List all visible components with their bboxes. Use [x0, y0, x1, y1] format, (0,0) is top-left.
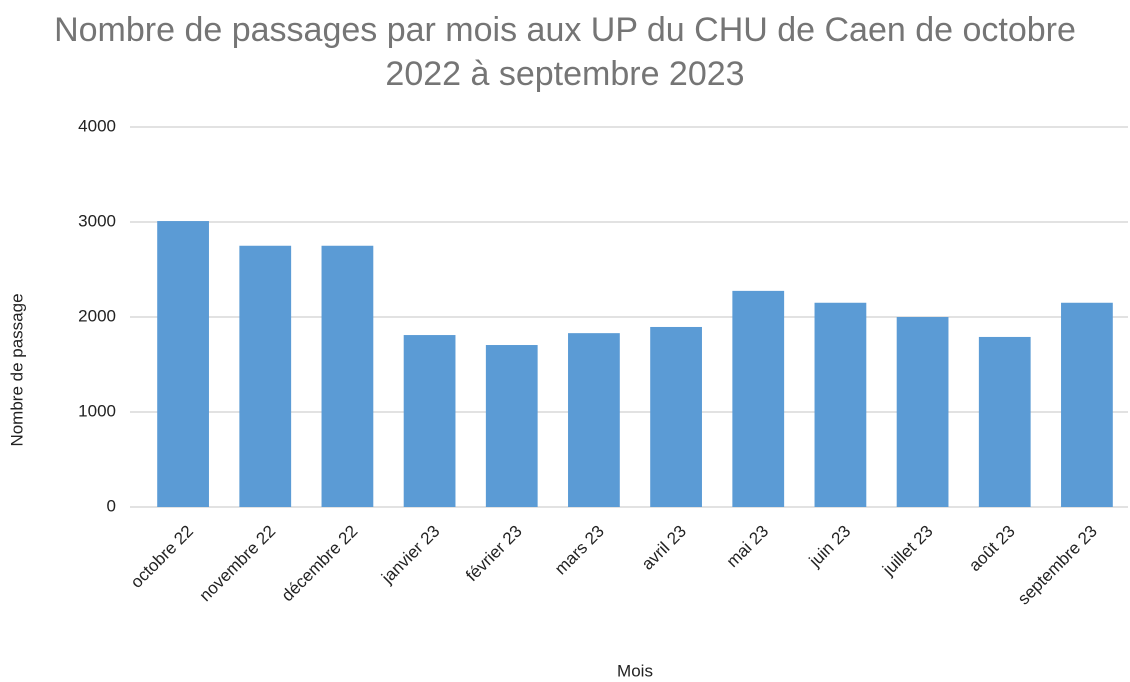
bar: [978, 336, 1031, 507]
x-axis-label: Mois: [617, 661, 653, 680]
bar: [485, 345, 538, 507]
y-tick-label: 3000: [78, 211, 116, 230]
bar: [814, 302, 867, 507]
x-tick-label: mars 23: [551, 522, 608, 579]
x-tick-label: septembre 23: [1014, 522, 1101, 609]
x-tick-label: juin 23: [805, 522, 855, 572]
x-tick-label: novembre 22: [196, 522, 280, 606]
x-tick-label: février 23: [462, 522, 526, 586]
x-tick-label: janvier 23: [377, 522, 443, 588]
bar: [732, 290, 785, 507]
y-tick-label: 0: [107, 496, 116, 515]
x-tick-label: mai 23: [723, 522, 773, 572]
x-tick-label: octobre 22: [127, 522, 197, 592]
x-tick-label: avril 23: [638, 522, 690, 574]
bar: [650, 326, 702, 507]
bar: [157, 221, 209, 508]
bar: [239, 245, 292, 507]
bar: [321, 245, 374, 507]
x-tick-label: juillet 23: [878, 522, 936, 580]
bar: [403, 335, 456, 507]
y-tick-label: 4000: [78, 116, 116, 135]
y-axis-label: Nombre de passage: [7, 293, 26, 446]
bar: [568, 333, 620, 507]
x-tick-label: août 23: [965, 522, 1019, 576]
y-tick-label: 2000: [78, 306, 116, 325]
x-tick-label: décembre 22: [278, 522, 362, 606]
chart-title: Nombre de passages par mois aux UP du CH…: [54, 11, 1076, 93]
y-tick-label: 1000: [78, 401, 116, 420]
bar: [896, 317, 949, 507]
bar: [1061, 302, 1113, 507]
